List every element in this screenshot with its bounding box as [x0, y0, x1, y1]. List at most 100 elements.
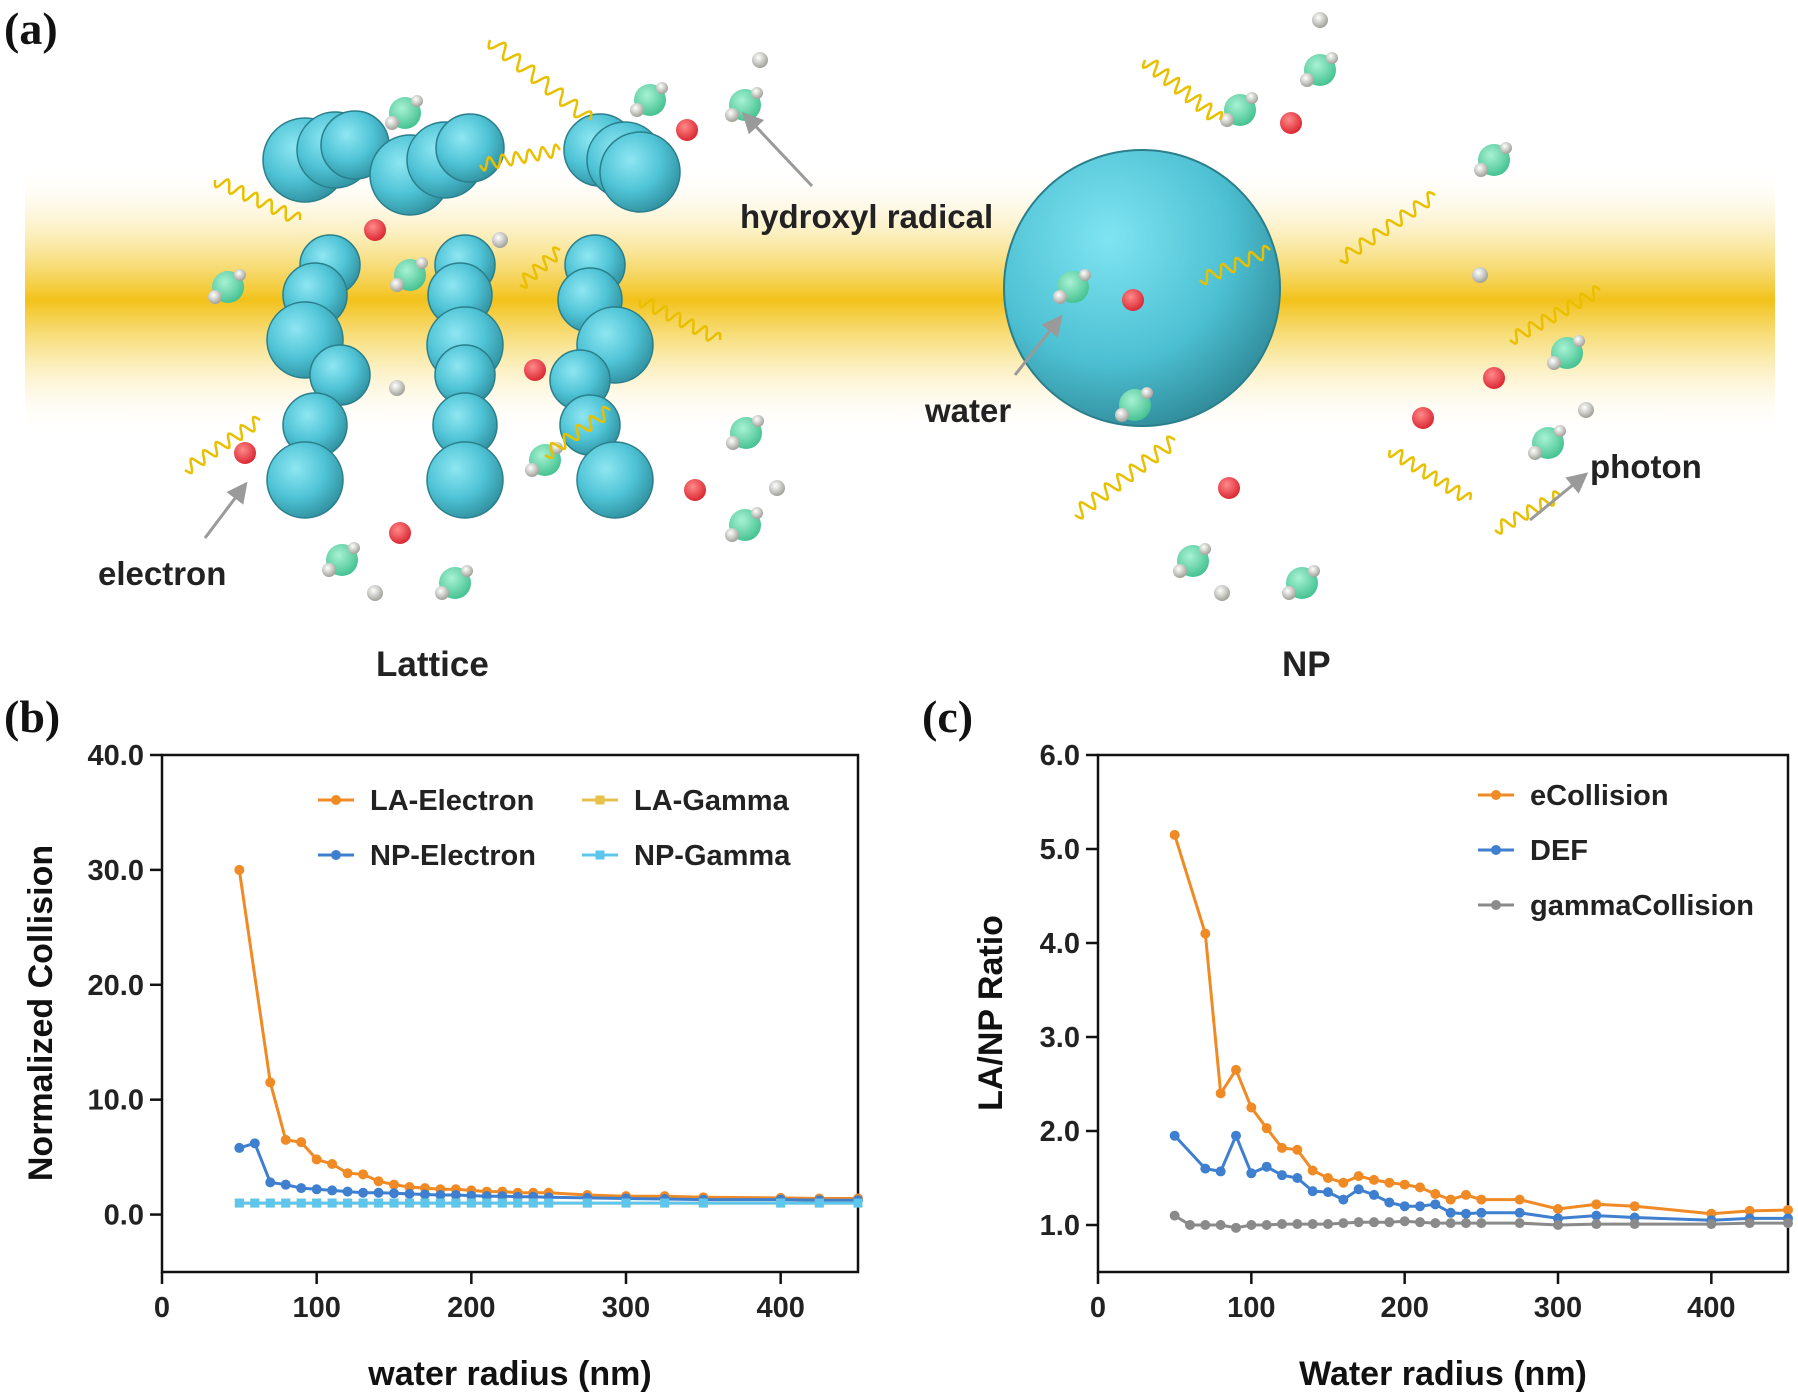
y-tick-label: 0.0	[104, 1200, 144, 1232]
hydrogen-atom	[1246, 92, 1258, 104]
x-tick-label: 100	[1227, 1292, 1275, 1324]
y-tick-label: 20.0	[88, 970, 144, 1002]
electron-particle	[1412, 407, 1434, 429]
panel-label-c: (c)	[922, 691, 973, 742]
electron-particle	[676, 119, 698, 141]
data-point-eCollision	[1461, 1189, 1471, 1200]
data-point-DEF	[1307, 1186, 1318, 1197]
legend-label: NP-Gamma	[634, 840, 791, 872]
hydrogen-atom	[1326, 52, 1338, 64]
data-point-NP-Electron	[234, 1142, 245, 1153]
data-point-NP-Gamma	[513, 1198, 523, 1208]
data-point-gammaCollision	[1369, 1217, 1379, 1228]
hydroxyl-particle	[1578, 402, 1594, 418]
legend-marker	[595, 850, 605, 860]
data-point-DEF	[1476, 1207, 1487, 1218]
data-point-DEF	[1323, 1187, 1333, 1198]
data-point-gammaCollision	[1553, 1220, 1563, 1230]
data-point-NP-Electron	[296, 1183, 307, 1194]
caption-np: NP	[1282, 645, 1331, 684]
electron-particle	[389, 522, 411, 544]
panel-label-a: (a)	[4, 3, 58, 54]
data-point-NP-Gamma	[296, 1198, 306, 1208]
hydrogen-atom	[385, 116, 399, 130]
electron-particle	[684, 479, 706, 501]
data-point-NP-Electron	[419, 1189, 430, 1200]
electron-particle	[1122, 289, 1144, 311]
data-point-eCollision	[1415, 1182, 1425, 1193]
hydrogen-atom	[1141, 387, 1153, 399]
data-point-NP-Electron	[404, 1188, 415, 1199]
plot-area-b	[160, 753, 860, 1274]
x-tick-label: 0	[1090, 1292, 1106, 1324]
x-axis-label-c: Water radius (nm)	[1299, 1355, 1587, 1393]
data-point-NP-Electron	[265, 1177, 276, 1188]
legend-label: LA-Electron	[370, 785, 534, 817]
hydrogen-atom	[348, 542, 360, 554]
hydroxyl-particle	[1472, 267, 1488, 283]
series-line-NP-Electron	[238, 1141, 858, 1202]
data-point-gammaCollision	[1415, 1217, 1425, 1228]
hydroxyl-particle	[367, 585, 383, 601]
data-point-NP-Gamma	[466, 1198, 476, 1208]
hydroxyl-particle	[389, 380, 405, 396]
data-point-NP-Electron	[280, 1179, 291, 1190]
data-point-NP-Gamma	[358, 1198, 368, 1208]
arrow-electron	[203, 481, 248, 539]
data-point-DEF	[1231, 1130, 1241, 1141]
data-point-gammaCollision	[1476, 1218, 1487, 1229]
data-point-gammaCollision	[1246, 1220, 1257, 1230]
data-point-NP-Gamma	[250, 1198, 260, 1208]
photon-wave	[1141, 59, 1224, 121]
lattice-sphere	[576, 441, 654, 519]
hydrogen-atom	[525, 463, 539, 477]
data-point-NP-Gamma	[544, 1198, 554, 1208]
hydrogen-atom	[1300, 73, 1314, 87]
data-point-eCollision	[1307, 1165, 1318, 1176]
data-point-eCollision	[1169, 829, 1180, 840]
data-point-gammaCollision	[1629, 1219, 1640, 1230]
lattice-sphere	[599, 131, 681, 213]
data-point-gammaCollision	[1706, 1219, 1717, 1230]
hydrogen-atom	[435, 586, 449, 600]
data-point-eCollision	[1399, 1179, 1410, 1190]
x-tick-label: 400	[1687, 1292, 1735, 1324]
hydrogen-atom	[411, 95, 423, 107]
data-point-LA-Electron	[311, 1154, 322, 1165]
data-point-NP-Gamma	[698, 1198, 708, 1208]
data-point-NP-Gamma	[528, 1198, 538, 1208]
y-tick-label: 10.0	[88, 1085, 144, 1117]
hydrogen-atom	[234, 269, 246, 281]
hydrogen-atom	[416, 257, 428, 269]
data-point-DEF	[1200, 1163, 1211, 1174]
data-point-eCollision	[1445, 1194, 1456, 1205]
data-point-gammaCollision	[1445, 1218, 1456, 1229]
data-point-eCollision	[1353, 1171, 1364, 1182]
y-tick-label: 6.0	[1040, 740, 1080, 772]
hydrogen-atom	[726, 436, 740, 450]
data-point-DEF	[1399, 1201, 1410, 1212]
data-point-LA-Electron	[234, 864, 245, 875]
legend-marker	[595, 795, 605, 805]
electron-particle	[1483, 367, 1505, 389]
hydrogen-atom	[1308, 565, 1320, 577]
panel-label-b: (b)	[4, 691, 60, 742]
label-hydroxyl-radical: hydroxyl radical	[740, 198, 993, 235]
label-electron: electron	[98, 555, 226, 592]
arrow-hydroxyl	[742, 111, 814, 188]
hydrogen-atom	[1199, 543, 1211, 555]
chart-c: 0 100 200 300 400 1.0 2.0 3.0 4.0 5.0 6.0 eCollisi…	[972, 740, 1793, 1393]
data-point-eCollision	[1476, 1194, 1487, 1205]
lattice-sphere	[266, 441, 344, 519]
photon-wave	[1074, 435, 1176, 520]
y-tick-label: 5.0	[1040, 834, 1080, 866]
hydrogen-atom	[751, 507, 763, 519]
data-point-NP-Electron	[373, 1187, 384, 1198]
data-point-NP-Gamma	[621, 1198, 631, 1208]
photon-wave	[184, 415, 261, 475]
data-point-DEF	[1246, 1168, 1257, 1179]
series-line-LA-Electron	[237, 869, 858, 1200]
hydrogen-atom	[751, 87, 763, 99]
hydrogen-atom	[752, 415, 764, 427]
data-point-NP-Electron	[435, 1190, 446, 1201]
